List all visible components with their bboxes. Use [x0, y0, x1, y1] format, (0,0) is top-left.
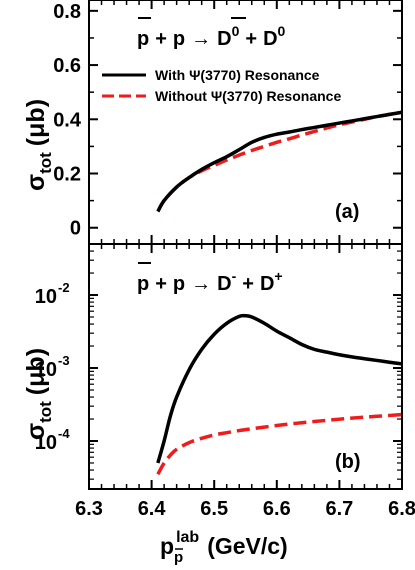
panel-a-ylabel-main: σ	[22, 174, 50, 191]
reaction-b-dplus: D	[260, 273, 274, 295]
reaction-a-dbar: D	[217, 28, 231, 50]
reaction-a-plus2: +	[245, 28, 257, 50]
xlabel-sup: lab	[176, 529, 199, 546]
reaction-b-arrow: →	[191, 273, 211, 295]
y-tick-label-exponent: -4	[58, 426, 70, 441]
y-tick-label-exponent: -2	[58, 280, 70, 295]
x-tick-label: 6.3	[75, 498, 103, 520]
y-tick-label: 0.2	[53, 164, 81, 186]
panel-a-reaction-label: p + p → D0 + D0	[137, 23, 286, 50]
series-with-resonance-line	[156, 110, 403, 213]
y-tick-label: 0.4	[53, 109, 82, 131]
panel-a-ylabel-unit: (μb)	[22, 99, 50, 146]
panel-a-y-axis-label: σtot (μb)	[22, 99, 55, 191]
panel-b-label: (b)	[335, 451, 361, 473]
legend: With Ψ(3770) Resonance Without Ψ(3770) R…	[102, 67, 341, 104]
panel-b-ylabel-main: σ	[22, 423, 50, 440]
reaction-b-pbar: p	[137, 273, 149, 295]
reaction-b-p: p	[173, 273, 185, 295]
panel-b-ylabel-unit: (μb)	[22, 348, 50, 395]
panel-b-curves	[156, 313, 403, 476]
y-tick-label: 0.8	[53, 1, 81, 23]
x-tick-label: 6.4	[138, 498, 167, 520]
xlabel-unit: (GeV/c)	[207, 533, 288, 559]
legend-label-without-resonance: Without Ψ(3770) Resonance	[155, 88, 341, 104]
series-without-resonance-line	[156, 110, 403, 213]
y-tick-label: 10	[35, 286, 57, 308]
xlabel-main: p	[160, 533, 174, 559]
xlabel-sub: p	[174, 549, 183, 566]
panel-b-tick-labels: 6.3 6.4 6.5 6.6 6.7 6.810-410-310-2	[35, 280, 415, 520]
panel-b-y-axis-label: σtot (μb)	[22, 348, 55, 440]
reaction-b-dminus-sup: -	[232, 268, 237, 284]
x-axis-label: p lab (GeV/c)	[160, 529, 288, 559]
y-tick-label-exponent: -3	[58, 353, 70, 368]
x-tick-label: 6.7	[325, 498, 353, 520]
panel-a-curves	[156, 110, 403, 213]
panel-a: 00.20.40.60.8 σtot(μb) p + p → D0 + D0 With Ψ(…	[22, 0, 403, 245]
x-tick-label: 6.8	[388, 498, 415, 520]
panel-a-label: (a)	[335, 201, 359, 223]
reaction-a-dbar-sup: 0	[232, 23, 240, 39]
x-tick-label: 6.6	[263, 498, 291, 520]
y-tick-label: 0	[70, 218, 81, 240]
reaction-b-plus2: +	[242, 273, 254, 295]
reaction-a-plus1: +	[155, 28, 167, 50]
series-with-resonance-line	[156, 313, 403, 464]
reaction-b-plus1: +	[155, 273, 167, 295]
series-without-resonance-line	[156, 412, 403, 476]
panel-b-reaction-label: p + p → D- + D+	[137, 268, 283, 295]
y-tick-label: 0.6	[53, 55, 81, 77]
legend-label-with-resonance: With Ψ(3770) Resonance	[155, 67, 320, 83]
panel-a-tick-labels: 0 0.2 0.4 0.6 0.8	[53, 1, 82, 240]
x-tick-label: 6.5	[200, 498, 228, 520]
reaction-a-d-sup: 0	[278, 23, 286, 39]
y-tick-label: 10	[35, 432, 57, 454]
y-tick-label: 10	[35, 359, 57, 381]
panel-a-ylabel-sub: tot	[36, 152, 55, 174]
panel-b-frame	[88, 243, 403, 490]
reaction-b-dplus-sup: +	[274, 268, 282, 284]
panel-b-ylabel-sub: tot	[36, 401, 55, 423]
panel-b: 6.3 6.4 6.5 6.6 6.7 6.810-410-310-2 σtot(μb) …	[22, 243, 415, 566]
panel-b-ticks	[88, 244, 403, 489]
reaction-b-dminus: D	[217, 273, 231, 295]
reaction-a-p: p	[173, 28, 185, 50]
reaction-a-d: D	[263, 28, 277, 50]
reaction-a-arrow: →	[191, 28, 211, 50]
reaction-a-pbar: p	[137, 28, 149, 50]
